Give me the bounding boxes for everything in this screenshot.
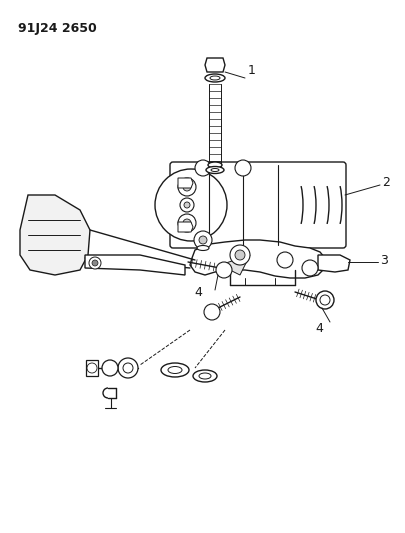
Text: 2: 2 [382,176,390,190]
Circle shape [320,295,330,305]
FancyBboxPatch shape [170,162,346,248]
Circle shape [87,363,97,373]
Polygon shape [205,58,225,72]
Ellipse shape [197,246,209,251]
Polygon shape [86,360,98,376]
Ellipse shape [210,76,220,80]
Ellipse shape [206,166,224,174]
Circle shape [204,304,220,320]
Circle shape [178,214,196,232]
Text: 4: 4 [315,321,323,335]
Ellipse shape [193,370,217,382]
Circle shape [92,260,98,266]
Polygon shape [190,240,325,278]
Circle shape [183,183,191,191]
Circle shape [316,291,334,309]
Ellipse shape [161,363,189,377]
Circle shape [89,257,101,269]
Polygon shape [178,178,193,188]
Polygon shape [318,255,350,272]
Circle shape [195,160,211,176]
Circle shape [194,231,212,249]
Ellipse shape [208,162,222,168]
Ellipse shape [211,168,219,172]
Circle shape [102,360,118,376]
Circle shape [183,219,191,227]
Circle shape [216,262,232,278]
Text: 4: 4 [194,287,202,300]
Circle shape [277,252,293,268]
Ellipse shape [199,373,211,379]
Circle shape [302,260,318,276]
Ellipse shape [168,367,182,374]
Circle shape [235,250,245,260]
Text: 3: 3 [380,254,388,266]
Polygon shape [178,222,193,232]
Circle shape [184,202,190,208]
Text: 1: 1 [248,63,256,77]
Text: 91J24 2650: 91J24 2650 [18,22,97,35]
Circle shape [199,236,207,244]
Circle shape [180,198,194,212]
Circle shape [155,169,227,241]
Polygon shape [20,195,90,275]
Polygon shape [220,255,250,275]
Circle shape [230,245,250,265]
Ellipse shape [205,74,225,82]
Circle shape [123,363,133,373]
Circle shape [178,178,196,196]
Polygon shape [85,255,185,275]
Circle shape [235,160,251,176]
Circle shape [118,358,138,378]
